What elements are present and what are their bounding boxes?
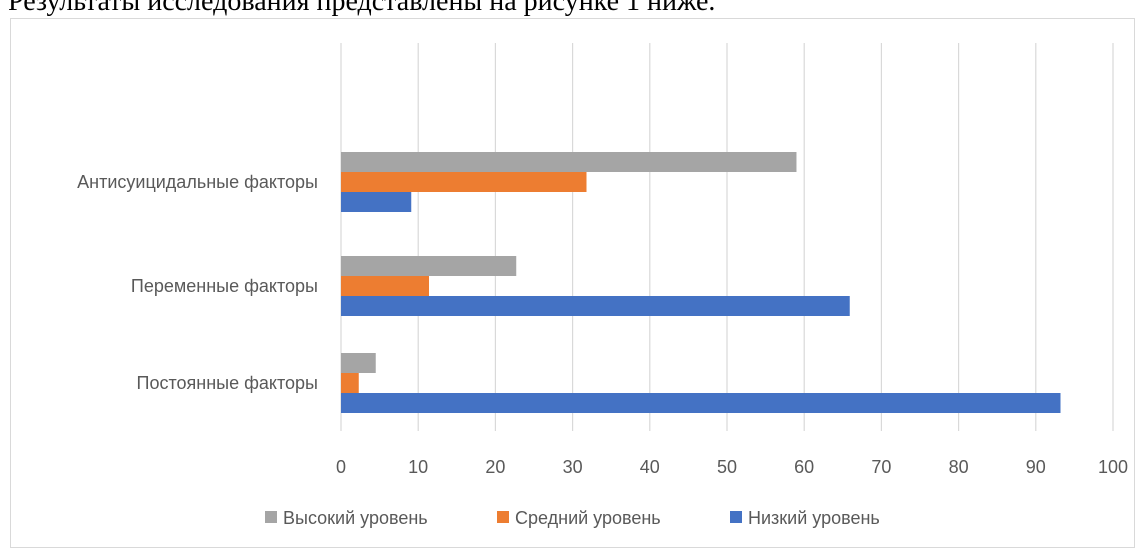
x-tick-label-30: 30 (563, 457, 583, 477)
bar-1-3 (341, 353, 376, 373)
legend-label: Низкий уровень (748, 508, 880, 528)
intro-text: Результаты исследования представлены на … (8, 0, 716, 17)
x-tick-label-60: 60 (794, 457, 814, 477)
legend-swatch (497, 511, 509, 523)
x-tick-label-70: 70 (871, 457, 891, 477)
x-tick-label-10: 10 (408, 457, 428, 477)
bar-1-2 (341, 256, 517, 276)
bar-2-3 (341, 373, 359, 393)
category-label: Переменные факторы (131, 276, 318, 296)
x-tick-label-100: 100 (1098, 457, 1128, 477)
x-tick-label-50: 50 (717, 457, 737, 477)
category-label: Антисуицидальные факторы (77, 172, 318, 192)
bar-3-1 (341, 192, 412, 212)
bar-2-2 (341, 276, 430, 296)
legend-swatch (730, 511, 742, 523)
category-label: Постоянные факторы (137, 373, 318, 393)
bar-3-3 (341, 393, 1061, 413)
x-tick-label-0: 0 (336, 457, 346, 477)
x-tick-label-80: 80 (949, 457, 969, 477)
legend-label: Высокий уровень (283, 508, 428, 528)
x-tick-label-20: 20 (485, 457, 505, 477)
x-tick-label-40: 40 (640, 457, 660, 477)
legend-swatch (265, 511, 277, 523)
x-tick-label-90: 90 (1026, 457, 1046, 477)
legend-label: Средний уровень (515, 508, 661, 528)
bar-3-2 (341, 296, 850, 316)
bar-2-1 (341, 172, 587, 192)
bar-1-1 (341, 152, 797, 172)
